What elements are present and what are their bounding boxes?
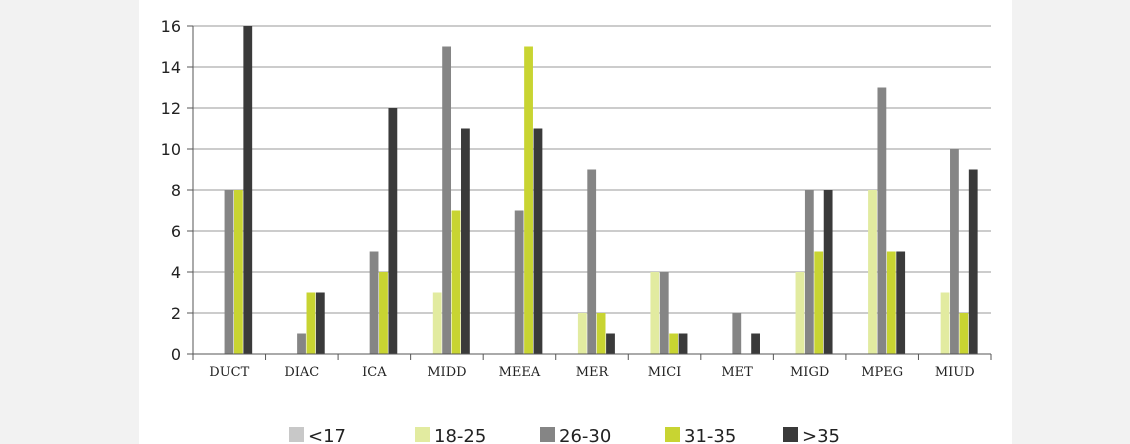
bar (877, 87, 887, 354)
legend-label: 31-35 (684, 426, 736, 444)
legend-swatch (665, 427, 680, 442)
bar (432, 292, 442, 354)
bar (968, 169, 978, 354)
bars (224, 26, 978, 354)
bar (306, 292, 316, 354)
x-tick-label: MICI (648, 365, 682, 380)
chart-panel (139, 0, 1012, 444)
y-tick-label: 6 (171, 222, 181, 241)
legend-label: 18-25 (434, 426, 486, 444)
bar (823, 190, 833, 354)
bar (243, 26, 253, 354)
legend-swatch (783, 427, 798, 442)
bar (577, 313, 587, 354)
bar (524, 46, 533, 354)
bar (751, 333, 760, 354)
y-tick-label: 16 (161, 17, 181, 36)
x-tick-label: DIAC (284, 365, 319, 380)
bar (297, 333, 306, 354)
bar (388, 108, 398, 354)
bar (587, 169, 597, 354)
bar (959, 313, 969, 354)
x-tick-label: MIDD (427, 365, 466, 380)
bar (233, 190, 243, 354)
bar (461, 128, 470, 354)
bar (451, 210, 461, 354)
bar (442, 46, 452, 354)
bar (940, 292, 950, 354)
x-tick-label: MIGD (790, 365, 829, 380)
bar (650, 272, 660, 354)
x-axis-ticks: DUCT DIAC ICA MIDD MEEA MER MICI MET MIGD MPEG MIU… (192, 354, 992, 380)
bar (804, 190, 814, 354)
y-tick-label: 14 (161, 58, 181, 77)
legend: <17 18-25 26-30 31-35 >35 (289, 426, 840, 444)
y-tick-label: 10 (161, 140, 181, 159)
bar (732, 313, 742, 354)
bar (533, 128, 543, 354)
x-tick-label: MER (576, 365, 610, 380)
x-tick-label: MEEA (499, 365, 541, 380)
x-tick-label: MIUD (935, 365, 975, 380)
y-tick-label: 4 (171, 263, 181, 282)
bar (514, 210, 524, 354)
x-tick-label: MPEG (861, 365, 903, 380)
bar (659, 272, 669, 354)
bar (814, 251, 824, 354)
bar (868, 190, 877, 354)
legend-label: >35 (802, 426, 840, 444)
legend-swatch (289, 427, 304, 442)
bar (315, 292, 325, 354)
x-tick-label: MET (721, 365, 753, 380)
x-tick-label: ICA (362, 365, 387, 380)
bar (596, 313, 606, 354)
legend-label: <17 (308, 426, 346, 444)
bar (606, 333, 615, 354)
x-tick-label: DUCT (209, 365, 249, 380)
legend-swatch (415, 427, 430, 442)
bar (886, 251, 896, 354)
bar (896, 251, 906, 354)
bar (795, 272, 805, 354)
y-tick-label: 2 (171, 304, 181, 323)
y-axis-ticks: 0 2 4 6 8 10 12 14 16 (161, 17, 193, 364)
bar (379, 272, 388, 354)
bar (669, 333, 679, 354)
bar (224, 190, 234, 354)
legend-label: 26-30 (559, 426, 611, 444)
y-tick-label: 8 (171, 181, 181, 200)
y-tick-label: 12 (161, 99, 181, 118)
bar (950, 149, 959, 354)
bar (678, 333, 688, 354)
bar (369, 251, 379, 354)
y-tick-label: 0 (171, 345, 181, 364)
legend-swatch (540, 427, 555, 442)
